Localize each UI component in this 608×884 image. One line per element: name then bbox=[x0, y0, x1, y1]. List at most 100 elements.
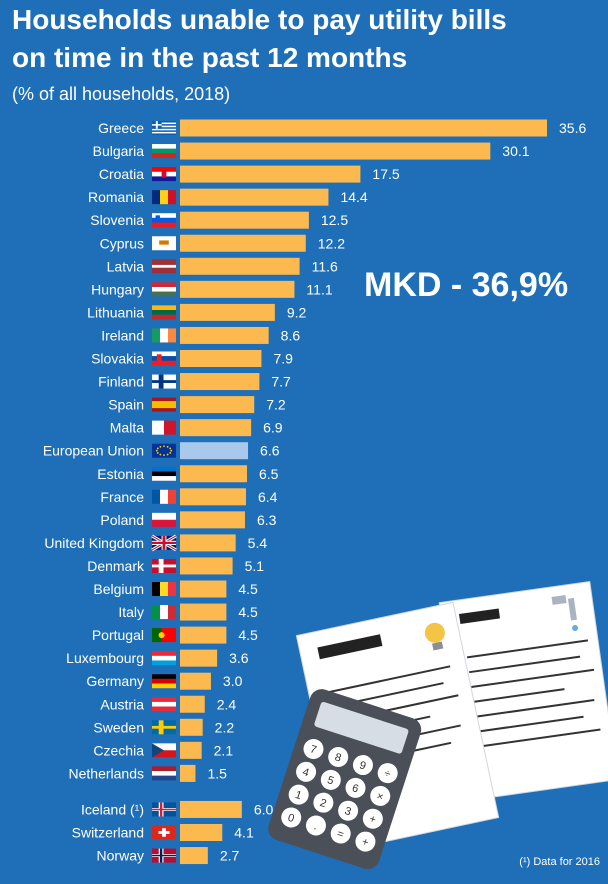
bar bbox=[180, 672, 211, 690]
bar bbox=[180, 373, 260, 391]
category-label: Spain bbox=[108, 397, 144, 413]
value-label: 1.5 bbox=[207, 765, 227, 781]
bar bbox=[180, 257, 300, 275]
calculator-key-label: + bbox=[360, 836, 370, 849]
value-label: 3.0 bbox=[223, 673, 243, 689]
calculator-key bbox=[313, 792, 334, 813]
calculator-key-label: . bbox=[312, 820, 319, 832]
bar bbox=[180, 741, 202, 759]
eu-flag bbox=[152, 443, 176, 458]
category-label: Ireland bbox=[101, 327, 144, 343]
bar bbox=[180, 557, 233, 575]
calculator-key bbox=[303, 738, 324, 759]
denmark-flag bbox=[152, 558, 176, 573]
bar bbox=[180, 465, 248, 483]
bar bbox=[180, 326, 269, 344]
value-label: 4.5 bbox=[238, 581, 258, 597]
calculator-key bbox=[328, 747, 349, 768]
value-label: 12.5 bbox=[321, 212, 348, 228]
value-label: 35.6 bbox=[559, 120, 586, 136]
value-label: 9.2 bbox=[287, 304, 307, 320]
category-label: Belgium bbox=[93, 581, 144, 597]
category-label: Norway bbox=[97, 848, 144, 864]
value-label: 7.7 bbox=[271, 374, 291, 390]
category-label: European Union bbox=[43, 443, 144, 459]
calculator-key bbox=[305, 815, 326, 836]
bar bbox=[180, 764, 196, 782]
calculator-key bbox=[370, 785, 391, 806]
finland-flag bbox=[152, 374, 176, 389]
category-label: Slovakia bbox=[91, 351, 144, 367]
calculator-key bbox=[355, 831, 376, 852]
calculator-key bbox=[288, 784, 309, 805]
value-label: 2.1 bbox=[214, 742, 234, 758]
category-label: Austria bbox=[100, 696, 144, 712]
value-label: 7.2 bbox=[266, 397, 286, 413]
category-label: Germany bbox=[86, 673, 144, 689]
bar bbox=[180, 211, 309, 229]
value-label: 6.0 bbox=[254, 801, 274, 817]
calculator-key-label: 2 bbox=[318, 797, 328, 810]
bar bbox=[180, 649, 218, 667]
netherlands-flag bbox=[152, 766, 176, 781]
value-label: 2.2 bbox=[215, 719, 235, 735]
hungary-flag bbox=[152, 282, 176, 297]
slovakia-flag bbox=[152, 351, 176, 366]
value-label: 11.6 bbox=[312, 258, 338, 274]
calculator-key bbox=[296, 761, 317, 782]
value-label: 6.5 bbox=[259, 466, 279, 482]
title-line-1: Households unable to pay utility bills bbox=[12, 4, 507, 35]
category-label: Czechia bbox=[93, 742, 144, 758]
category-label: Croatia bbox=[99, 166, 144, 182]
value-label: 6.3 bbox=[257, 512, 277, 528]
value-label: 2.4 bbox=[217, 696, 237, 712]
value-label: 6.6 bbox=[260, 443, 280, 459]
calculator-key-label: = bbox=[335, 828, 345, 841]
sweden-flag bbox=[152, 720, 176, 735]
bar bbox=[180, 718, 203, 736]
category-label: Finland bbox=[98, 374, 144, 390]
category-label: Denmark bbox=[87, 558, 145, 574]
italy-flag bbox=[152, 605, 176, 620]
category-label: Poland bbox=[100, 512, 144, 528]
calculator-key-label: 8 bbox=[333, 751, 343, 764]
footnote: (¹) Data for 2016 bbox=[519, 856, 600, 868]
category-label: Lithuania bbox=[87, 304, 144, 320]
bar bbox=[180, 142, 491, 160]
category-label: Bulgaria bbox=[93, 143, 145, 159]
category-label: Sweden bbox=[93, 719, 144, 735]
calculator-key-label: 5 bbox=[326, 774, 336, 787]
bar bbox=[180, 534, 236, 552]
category-label: United Kingdom bbox=[44, 535, 144, 551]
luxembourg-flag bbox=[152, 651, 176, 666]
germany-flag bbox=[152, 674, 176, 689]
value-label: 2.7 bbox=[220, 848, 240, 864]
romania-flag bbox=[152, 190, 176, 205]
calculator-key-label: 1 bbox=[294, 789, 304, 802]
calculator-key-label: 4 bbox=[301, 766, 311, 779]
category-label: Malta bbox=[110, 420, 144, 436]
calculator-key-label: ÷ bbox=[383, 767, 392, 780]
subtitle: (% of all households, 2018) bbox=[12, 84, 231, 104]
bar bbox=[180, 188, 329, 206]
bar bbox=[180, 488, 246, 506]
uk-flag bbox=[151, 534, 177, 552]
bar-european-union bbox=[180, 442, 249, 460]
calculator-key-label: 3 bbox=[343, 805, 353, 818]
austria-flag bbox=[152, 697, 176, 712]
calculator-key-label: × bbox=[375, 790, 385, 803]
calculator-key-label: + bbox=[368, 813, 378, 826]
category-label: France bbox=[100, 489, 144, 505]
calculator-key bbox=[352, 755, 373, 776]
bulgaria-flag bbox=[152, 144, 176, 159]
value-label: 4.5 bbox=[238, 604, 258, 620]
calculator-key-label: 7 bbox=[308, 743, 318, 756]
value-label: 17.5 bbox=[372, 166, 399, 182]
slovenia-flag bbox=[152, 213, 176, 228]
value-label: 11.1 bbox=[306, 281, 332, 297]
value-label: 5.4 bbox=[248, 535, 268, 551]
calculator-key-label: 0 bbox=[286, 812, 296, 825]
switzerland-flag bbox=[152, 825, 176, 840]
value-label: 30.1 bbox=[502, 143, 529, 159]
